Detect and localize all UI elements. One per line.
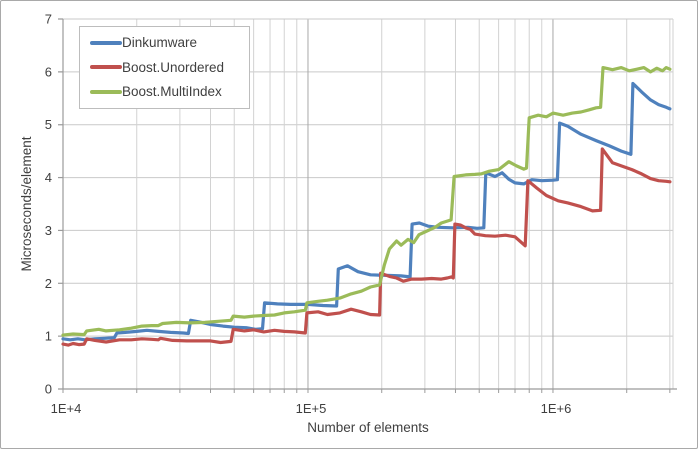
legend-swatch-dinkumware-icon (90, 41, 122, 46)
x-axis-title: Number of elements (307, 420, 429, 435)
x-tick-label: 1E+6 (541, 401, 572, 416)
legend-item-boost-multiindex: Boost.MultiIndex (90, 85, 249, 99)
legend-swatch-boost-multiindex-icon (90, 89, 122, 94)
tick-labels: 0 1 2 3 4 5 6 7 1E+4 1E+5 1E+6 (45, 12, 572, 417)
y-tick-label: 6 (45, 64, 52, 79)
x-tick-label: 1E+5 (296, 401, 327, 416)
x-tick-label: 1E+4 (51, 401, 82, 416)
y-tick-label: 1 (45, 329, 52, 344)
legend: Dinkumware Boost.Unordered Boost.MultiIn… (79, 26, 250, 109)
legend-label-boost-multiindex: Boost.MultiIndex (122, 84, 222, 100)
y-tick-label: 4 (45, 170, 52, 185)
y-tick-label: 2 (45, 276, 52, 291)
series-line-boost-multiindex (61, 65, 672, 337)
y-axis-title: Microseconds/element (19, 136, 34, 272)
series-line-boost-unordered (61, 147, 672, 347)
legend-item-boost-unordered: Boost.Unordered (90, 61, 249, 75)
axes (58, 18, 677, 393)
y-tick-label: 5 (45, 117, 52, 132)
legend-swatch-boost-unordered-icon (90, 65, 122, 70)
y-tick-label: 0 (45, 382, 52, 397)
legend-label-boost-unordered: Boost.Unordered (122, 59, 225, 75)
series-lines (61, 65, 672, 347)
legend-label-dinkumware: Dinkumware (122, 35, 198, 51)
y-tick-label: 3 (45, 223, 52, 238)
legend-item-dinkumware: Dinkumware (90, 36, 249, 50)
y-tick-label: 7 (45, 12, 52, 27)
series-line-dinkumware (61, 81, 672, 342)
